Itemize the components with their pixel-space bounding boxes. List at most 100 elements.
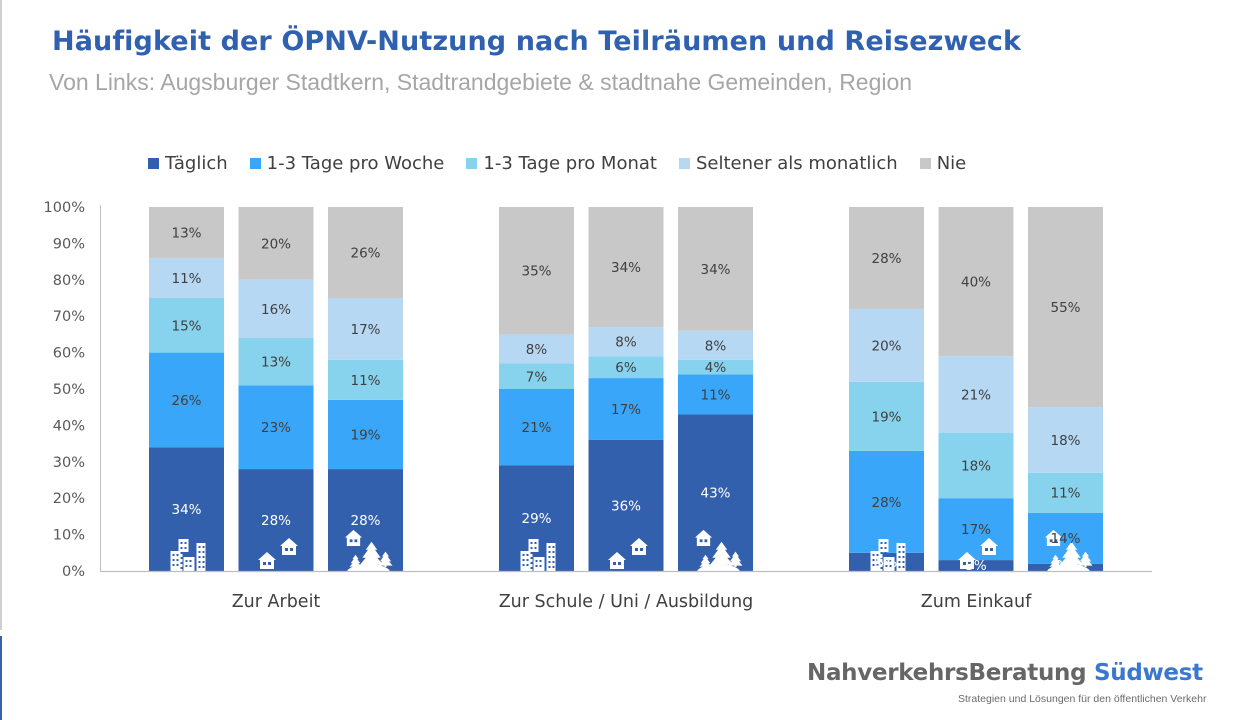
legend-item: 1-3 Tage pro Monat [466,153,657,174]
suburban-houses-icon [258,538,298,569]
data-label: 26% [171,393,201,409]
rural-house-trees-icon [694,529,743,582]
bar-segment [238,338,314,386]
data-label: 7% [526,369,548,385]
bar-segment [678,330,753,360]
legend: Täglich 1-3 Tage pro Woche 1-3 Tage pro Mo… [148,153,988,174]
bar-segment [238,385,314,470]
bar-segment [678,374,753,415]
suburban-houses-icon [608,538,648,569]
legend-label: Nie [936,153,967,174]
bar-segment [1028,407,1103,473]
data-label: 43% [700,486,730,502]
y-tick-label: 20% [53,491,85,507]
company-logo: NahverkehrsBeratung Südwest [807,660,1203,686]
data-label: 35% [521,264,551,280]
bar-segment [328,207,403,298]
chart-subtitle: Von Links: Augsburger Stadtkern, Stadtra… [49,69,913,95]
data-label: 18% [961,458,991,474]
city-buildings-icon [870,539,906,571]
data-label: 3% [965,558,987,574]
bar-segment [938,356,1014,433]
bar-segment [499,334,574,364]
bar-segment [938,432,1014,499]
data-label: 28% [871,495,901,511]
bar-segment [938,207,1014,357]
bar-segment [149,257,224,298]
bar-segment [149,207,224,258]
legend-item: Nie [919,153,967,174]
data-label: 8% [615,335,637,351]
y-tick-label: 30% [53,455,85,471]
y-tick-label: 80% [53,273,85,289]
data-label: 2% [1055,558,1077,574]
legend-swatch [148,158,159,169]
data-label: 6% [615,360,637,376]
bar-segment [1028,207,1103,408]
data-label: 19% [350,428,380,444]
bar-segment [238,207,314,280]
logo-tagline: Strategien und Lösungen für den öffentli… [958,693,1207,705]
data-label: 28% [871,251,901,267]
data-label: 8% [526,342,548,358]
data-label: 11% [171,271,201,287]
legend-item: Seltener als monatlich [678,153,898,174]
data-label: 15% [171,318,201,334]
data-label: 11% [350,373,380,389]
x-category-label: Zur Arbeit [232,592,321,612]
bar-segment [149,352,224,448]
bar-segment [328,359,403,400]
city-buildings-icon [520,539,556,571]
data-label: 34% [171,502,201,518]
data-label: 29% [521,511,551,527]
bar-segment [588,378,664,440]
data-label: 17% [961,522,991,538]
bar-segment [588,439,664,571]
legend-label: Seltener als monatlich [695,153,898,174]
city-buildings-icon [170,539,206,571]
y-tick-label: 10% [53,528,85,544]
x-category-label: Zum Einkauf [921,592,1032,612]
data-label: 13% [261,355,291,371]
y-tick-label: 60% [53,346,85,362]
data-label: 17% [611,402,641,418]
bar-segment [588,356,664,379]
data-label: 55% [1050,300,1080,316]
data-label: 21% [521,420,551,436]
bar-segment [678,207,753,331]
rural-house-trees-icon [344,529,393,582]
bar-segment [849,381,924,451]
bar-segment [238,279,314,339]
data-label: 18% [1050,433,1080,449]
data-label: 34% [611,260,641,276]
data-label: 11% [700,387,730,403]
logo-name-accent: Südwest [1093,660,1203,686]
bar-segment [938,498,1014,561]
data-label: 19% [871,409,901,425]
legend-swatch [466,158,478,169]
chart: 0% 10% 20% 30% 40% 50% 60% 70% 80% 90% 100% 34% 26% 1… [44,200,1152,612]
bar-segment [499,363,574,389]
bar-segment [499,389,574,466]
bar-segment [588,207,664,328]
slide-frame-line [0,0,2,630]
legend-label: 1-3 Tage pro Woche [266,153,445,174]
data-label: 28% [350,513,380,529]
data-label: 34% [700,262,730,278]
bar-segment [588,327,664,357]
legend-label: 1-3 Tage pro Monat [483,153,657,174]
y-tick-label: 100% [44,200,85,216]
bar-segment [678,414,753,571]
data-label: 4% [705,360,727,376]
bar-segment [849,308,924,382]
legend-swatch [919,158,931,169]
legend-swatch [249,158,261,169]
bar-segment [238,469,314,571]
y-tick-label: 40% [53,418,85,434]
legend-item: 1-3 Tage pro Woche [249,153,445,174]
data-label: 13% [171,225,201,241]
data-label: 20% [871,338,901,354]
rural-house-trees-icon [1044,529,1093,582]
data-label: 14% [1050,531,1080,547]
x-category-label: Zur Schule / Uni / Ausbildung [499,592,754,612]
